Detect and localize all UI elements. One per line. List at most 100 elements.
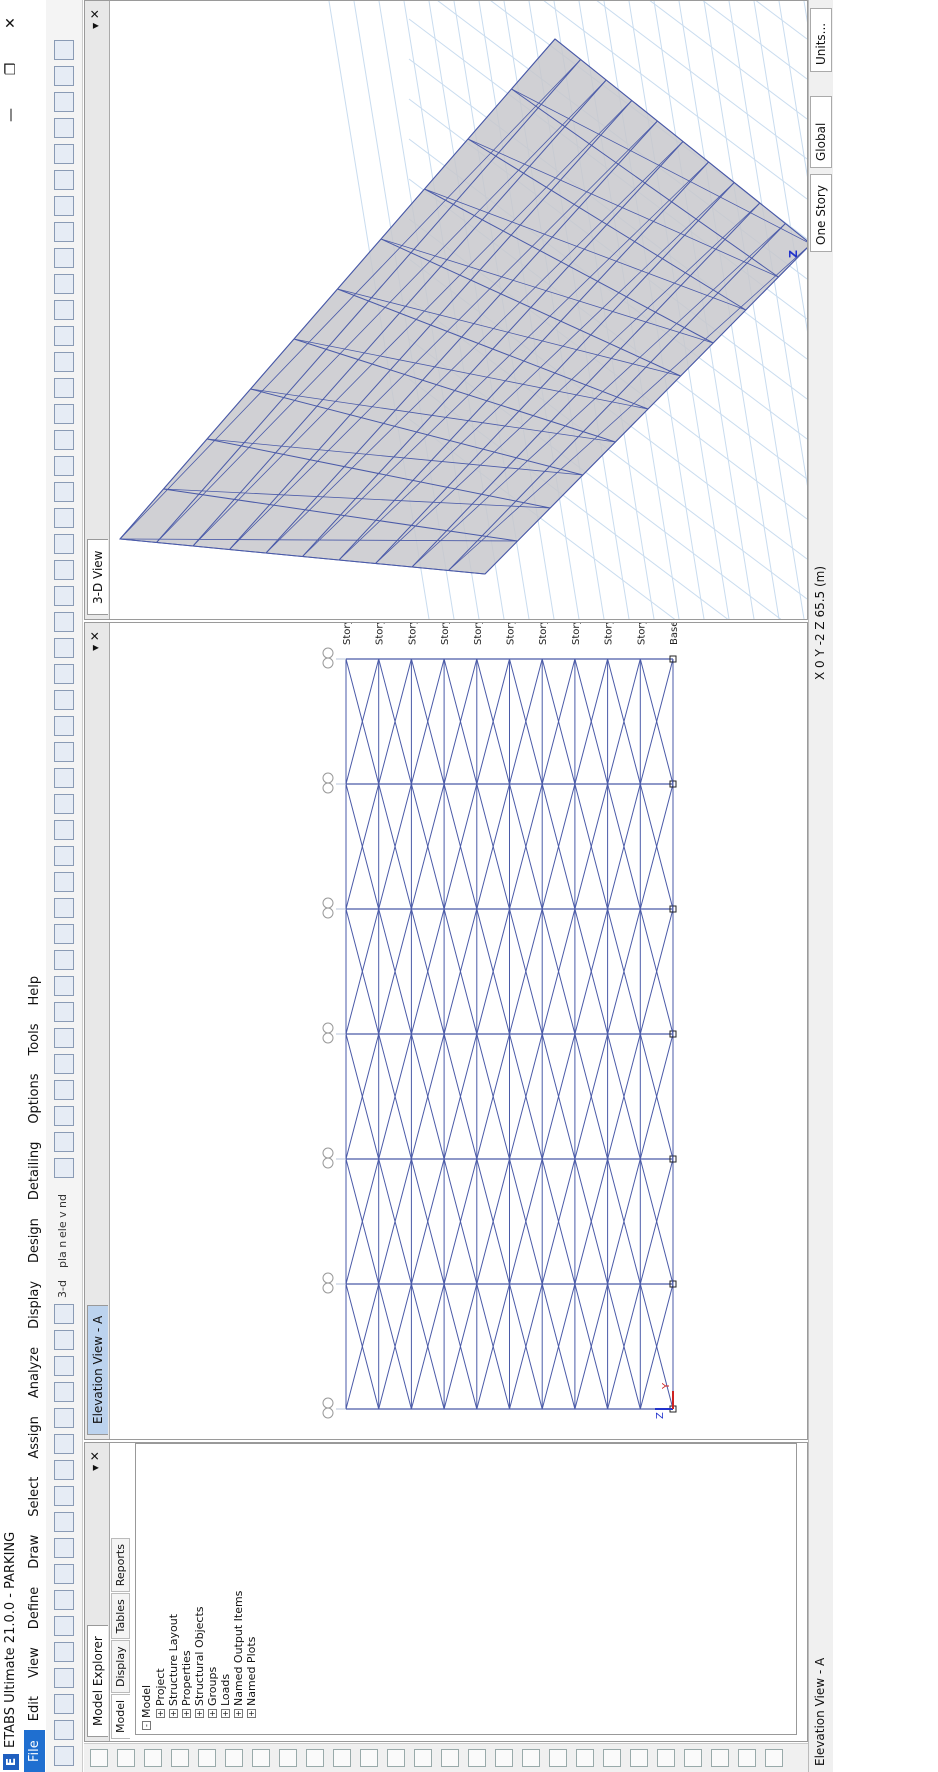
story-dropdown[interactable]: One Story [810,174,832,252]
toolbar-button[interactable] [54,1512,74,1532]
toolbar-button[interactable] [54,1486,74,1506]
tool-button[interactable] [198,1749,216,1767]
maximize-button[interactable]: ❐ [0,46,22,92]
toolbar-button[interactable] [54,742,74,762]
toolbar-button[interactable] [54,664,74,684]
minimize-button[interactable]: — [0,92,22,138]
expand-box[interactable]: + [169,1709,178,1718]
toolbar-button[interactable] [54,1106,74,1126]
expand-box[interactable]: + [247,1709,256,1718]
tool-button[interactable] [306,1749,324,1767]
tool-button[interactable] [657,1749,675,1767]
tool-button[interactable] [468,1749,486,1767]
tool-button[interactable] [333,1749,351,1767]
menu-item[interactable]: Detailing [27,1133,42,1209]
panel-tab[interactable]: Elevation View - A [87,1305,108,1435]
toolbar-button[interactable] [54,248,74,268]
toolbar-button[interactable] [54,1408,74,1428]
toolbar-button[interactable] [54,1694,74,1714]
tree-item[interactable]: +Project [154,1668,167,1718]
toolbar-label[interactable]: ele v [56,1211,69,1238]
toolbar-button[interactable] [54,820,74,840]
toolbar-button[interactable] [54,1304,74,1324]
toolbar-button[interactable] [54,560,74,580]
toolbar-button[interactable] [54,430,74,450]
tool-button[interactable] [738,1749,756,1767]
toolbar-button[interactable] [54,1434,74,1454]
tool-button[interactable] [549,1749,567,1767]
tool-button[interactable] [252,1749,270,1767]
menu-item[interactable]: Select [27,1468,42,1526]
menu-item[interactable]: Display [27,1272,42,1338]
toolbar-button[interactable] [54,1132,74,1152]
toolbar-button[interactable] [54,768,74,788]
toolbar-button[interactable] [54,1002,74,1022]
toolbar-button[interactable] [54,1028,74,1048]
menu-item[interactable]: Edit [27,1687,42,1730]
tool-button[interactable] [90,1749,108,1767]
tool-button[interactable] [414,1749,432,1767]
tool-button[interactable] [522,1749,540,1767]
tool-button[interactable] [711,1749,729,1767]
toolbar-button[interactable] [54,1668,74,1688]
menu-item[interactable]: Assign [27,1407,42,1468]
panel-controls[interactable]: ▾ ✕ [88,1451,102,1471]
toolbar-button[interactable] [54,326,74,346]
tool-button[interactable] [441,1749,459,1767]
tool-button[interactable] [495,1749,513,1767]
toolbar-button[interactable] [54,222,74,242]
panel-tab[interactable]: 3-D View [87,540,108,616]
toolbar-button[interactable] [54,612,74,632]
explorer-tab[interactable]: Tables [111,1593,130,1639]
toolbar-button[interactable] [54,508,74,528]
tool-button[interactable] [144,1749,162,1767]
menu-item[interactable]: Tools [27,1014,42,1064]
panel-tab[interactable]: Model Explorer [87,1625,108,1737]
toolbar-button[interactable] [54,846,74,866]
tool-button[interactable] [684,1749,702,1767]
toolbar-label[interactable]: 3-d [56,1280,69,1298]
toolbar-button[interactable] [54,950,74,970]
tree-item[interactable]: +Groups [206,1667,219,1718]
toolbar-button[interactable] [54,716,74,736]
toolbar-button[interactable] [54,1080,74,1100]
toolbar-button[interactable] [54,898,74,918]
menu-item[interactable]: Draw [27,1526,42,1578]
tool-button[interactable] [630,1749,648,1767]
expand-box[interactable]: + [234,1709,243,1718]
explorer-tab[interactable]: Reports [111,1538,130,1592]
menu-item[interactable]: Help [27,967,42,1015]
toolbar-button[interactable] [54,1158,74,1178]
toolbar-button[interactable] [54,118,74,138]
explorer-tab[interactable]: Display [111,1640,130,1693]
toolbar-button[interactable] [54,1460,74,1480]
menu-item[interactable]: View [27,1638,42,1687]
tool-button[interactable] [279,1749,297,1767]
toolbar-button[interactable] [54,976,74,996]
toolbar-button[interactable] [54,1746,74,1766]
toolbar-button[interactable] [54,404,74,424]
toolbar-button[interactable] [54,794,74,814]
toolbar-button[interactable] [54,196,74,216]
tree-root[interactable]: -Model [140,1685,153,1730]
tree-item[interactable]: +Structural Objects [193,1607,206,1719]
menu-item[interactable]: Analyze [27,1338,42,1407]
toolbar-button[interactable] [54,40,74,60]
expand-box[interactable]: + [221,1709,230,1718]
toolbar-button[interactable] [54,1642,74,1662]
tool-button[interactable] [603,1749,621,1767]
toolbar-button[interactable] [54,1330,74,1350]
toolbar-label[interactable]: nd [56,1194,69,1208]
toolbar-button[interactable] [54,872,74,892]
toolbar-button[interactable] [54,66,74,86]
tree-item[interactable]: +Named Plots [245,1637,258,1718]
toolbar-button[interactable] [54,638,74,658]
toolbar-button[interactable] [54,690,74,710]
toolbar-button[interactable] [54,1564,74,1584]
tool-button[interactable] [360,1749,378,1767]
toolbar-button[interactable] [54,378,74,398]
toolbar-button[interactable] [54,300,74,320]
tree-item[interactable]: +Properties [180,1650,193,1718]
menu-item[interactable]: Design [27,1209,42,1272]
toolbar-button[interactable] [54,1382,74,1402]
